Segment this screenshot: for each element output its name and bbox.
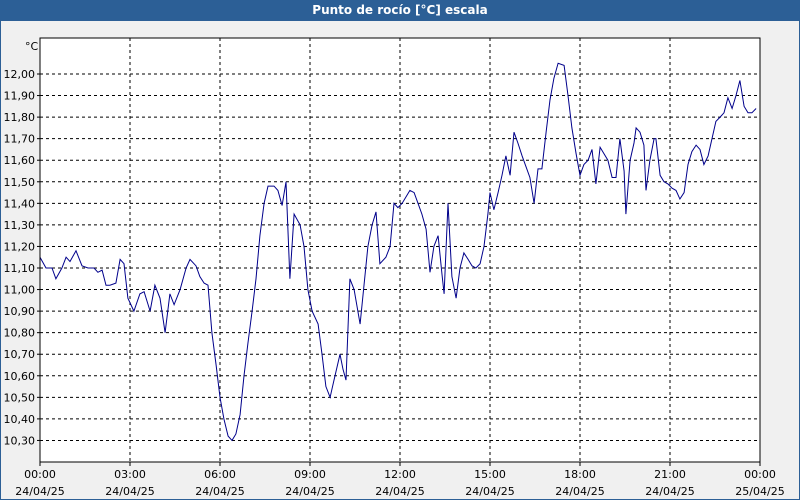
- y-tick-label: 10,50: [4, 391, 36, 404]
- x-tick-label: 15:00: [474, 468, 506, 481]
- x-tick-date: 24/04/25: [375, 485, 424, 498]
- y-tick-label: 11,20: [4, 240, 36, 253]
- x-tick-date: 24/04/25: [285, 485, 334, 498]
- y-unit: °C: [25, 40, 39, 53]
- x-tick-label: 00:00: [744, 468, 776, 481]
- y-tick-label: 11,10: [4, 262, 36, 275]
- x-tick-date: 24/04/25: [105, 485, 154, 498]
- y-tick-label: 11,80: [4, 111, 36, 124]
- x-tick-date: 24/04/25: [15, 485, 64, 498]
- title-bar: [0, 0, 800, 21]
- plot-border: [39, 37, 761, 463]
- x-tick-date: 24/04/25: [195, 485, 244, 498]
- data-line: [39, 62, 757, 442]
- x-tick-date: 24/04/25: [465, 485, 514, 498]
- y-tick-label: 10,30: [4, 434, 36, 447]
- y-tick-label: 10,70: [4, 348, 36, 361]
- x-tick-date: 25/04/25: [735, 485, 784, 498]
- y-tick-label: 11,30: [4, 219, 36, 232]
- y-tick-label: 10,80: [4, 327, 36, 340]
- y-tick-label: 11,50: [4, 176, 36, 189]
- chart-title: Punto de rocío [°C] escala: [312, 3, 487, 17]
- y-tick-label: 11,90: [4, 90, 36, 103]
- y-tick-label: 11,00: [4, 284, 36, 297]
- x-tick-label: 06:00: [204, 468, 236, 481]
- y-tick-label: 12,00: [4, 68, 36, 81]
- x-tick-label: 03:00: [114, 468, 146, 481]
- y-tick-label: 10,90: [4, 305, 36, 318]
- x-tick-date: 24/04/25: [555, 485, 604, 498]
- x-tick-label: 21:00: [654, 468, 686, 481]
- x-tick-label: 12:00: [384, 468, 416, 481]
- x-tick-label: 00:00: [24, 468, 56, 481]
- y-tick-label: 10,60: [4, 370, 36, 383]
- x-tick-label: 18:00: [564, 468, 596, 481]
- y-tick-label: 11,40: [4, 197, 36, 210]
- y-tick-label: 11,70: [4, 133, 36, 146]
- y-tick-label: 10,40: [4, 413, 36, 426]
- x-tick-label: 09:00: [294, 468, 326, 481]
- x-tick-date: 24/04/25: [645, 485, 694, 498]
- y-tick-label: 11,60: [4, 154, 36, 167]
